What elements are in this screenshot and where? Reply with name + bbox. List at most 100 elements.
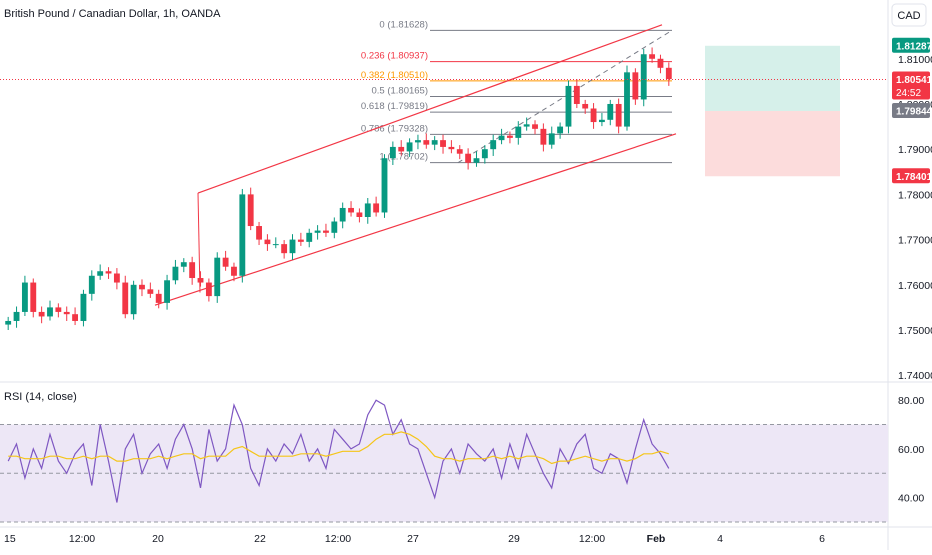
price-tick-label: 1.76000	[898, 280, 932, 292]
price-tick-label: 1.74000	[898, 370, 932, 382]
currency-button-frame[interactable]	[891, 3, 927, 27]
candle	[139, 279, 145, 297]
candle	[164, 274, 170, 310]
candle	[557, 122, 564, 139]
price-tag-stop: 1.78401	[892, 168, 932, 184]
candle	[498, 128, 505, 145]
candle	[289, 234, 296, 260]
candle	[565, 80, 572, 134]
time-tick-label: 12:00	[579, 533, 605, 545]
candle	[197, 271, 204, 287]
candle	[323, 223, 329, 237]
rsi-background: 80.00 60.00 40.00	[0, 395, 924, 523]
candle	[490, 134, 497, 156]
fib-label-0.786: 0.786 (1.79328)	[361, 123, 428, 134]
fib-trendline	[457, 29, 673, 164]
candle	[72, 307, 79, 326]
rsi-tick-label: 40.00	[898, 493, 924, 505]
currency-button[interactable]: CAD	[897, 10, 920, 22]
candle	[398, 140, 405, 156]
candle	[532, 120, 538, 135]
candle	[364, 198, 371, 224]
candle	[507, 131, 513, 144]
candle	[331, 217, 338, 239]
candle	[657, 54, 664, 74]
candle	[665, 62, 672, 86]
price-tag-target: 1.81287	[892, 37, 932, 53]
candle	[607, 99, 614, 126]
time-tick-label: 6	[819, 533, 825, 545]
time-tick-label: Feb	[647, 533, 666, 545]
candle	[481, 145, 488, 164]
price-tag-entry: 1.79844	[892, 103, 932, 119]
time-tick-label: 15	[4, 533, 16, 545]
candle	[21, 275, 28, 316]
candle	[55, 303, 62, 318]
price-tick-label: 1.79000	[898, 144, 932, 156]
candle	[389, 141, 396, 166]
candle	[548, 126, 555, 149]
rsi-line	[7, 399, 670, 503]
candle	[373, 196, 380, 217]
candle	[523, 117, 530, 131]
price-tick-label: 1.81000	[898, 54, 932, 66]
svg-text:1.78401: 1.78401	[896, 172, 932, 183]
fib-label-0.236: 0.236 (1.80937)	[361, 51, 428, 62]
candle	[47, 300, 53, 321]
rsi-title: RSI (14, close)	[4, 391, 77, 403]
candle	[147, 282, 154, 298]
candle	[63, 306, 70, 321]
rsi-lines	[7, 399, 670, 503]
fib-label-0.5: 0.5 (1.80165)	[371, 86, 428, 97]
candle	[297, 232, 304, 246]
fib-label-0.382: 0.382 (1.80510)	[361, 70, 428, 81]
candle	[172, 259, 179, 285]
candle	[590, 103, 597, 129]
candle	[456, 145, 463, 160]
channel-start-edge	[197, 193, 201, 293]
candle	[598, 113, 605, 127]
candle	[214, 252, 221, 303]
candle	[205, 278, 212, 302]
channel-upper	[197, 24, 663, 194]
price-tags: 1.81287 1.80541 1.79844 1.78401 24:52	[892, 37, 932, 184]
candle	[423, 133, 430, 149]
candle	[465, 148, 472, 170]
candle	[256, 221, 262, 246]
candle	[113, 268, 120, 290]
svg-text:1.79844: 1.79844	[896, 107, 932, 118]
candle	[615, 98, 622, 134]
svg-text:1.81287: 1.81287	[896, 41, 932, 52]
candle	[80, 289, 87, 327]
candle	[339, 202, 346, 229]
rsi-tick-label: 80.00	[898, 395, 924, 407]
candle	[264, 234, 271, 251]
candle	[573, 79, 580, 109]
candle	[632, 68, 639, 105]
candle	[540, 123, 547, 152]
candle	[440, 134, 446, 154]
candle	[649, 47, 656, 63]
candle	[348, 201, 354, 217]
fib-label-1: 1 (1.78702)	[379, 152, 428, 163]
fib-label-0: 0 (1.81628)	[379, 19, 428, 30]
price-axis: 1.74000 1.75000 1.76000 1.77000 1.78000 1.790…	[898, 54, 932, 382]
candles	[5, 47, 672, 331]
time-tick-label: 4	[717, 533, 723, 545]
candle	[306, 228, 313, 248]
candle	[640, 48, 647, 107]
candle	[239, 188, 246, 283]
time-tick-label: 20	[152, 533, 164, 545]
candle	[448, 140, 455, 154]
candle	[38, 306, 45, 324]
candle	[122, 275, 129, 319]
time-tick-label: 12:00	[325, 533, 351, 545]
fib-label-0.618: 0.618 (1.79819)	[361, 101, 428, 112]
rsi-ma-line	[8, 431, 669, 465]
candle	[406, 138, 413, 157]
time-tick-label: 22	[254, 533, 266, 545]
price-tick-label: 1.78000	[898, 189, 932, 201]
countdown-label: 24:52	[896, 88, 921, 99]
candle	[415, 134, 421, 150]
